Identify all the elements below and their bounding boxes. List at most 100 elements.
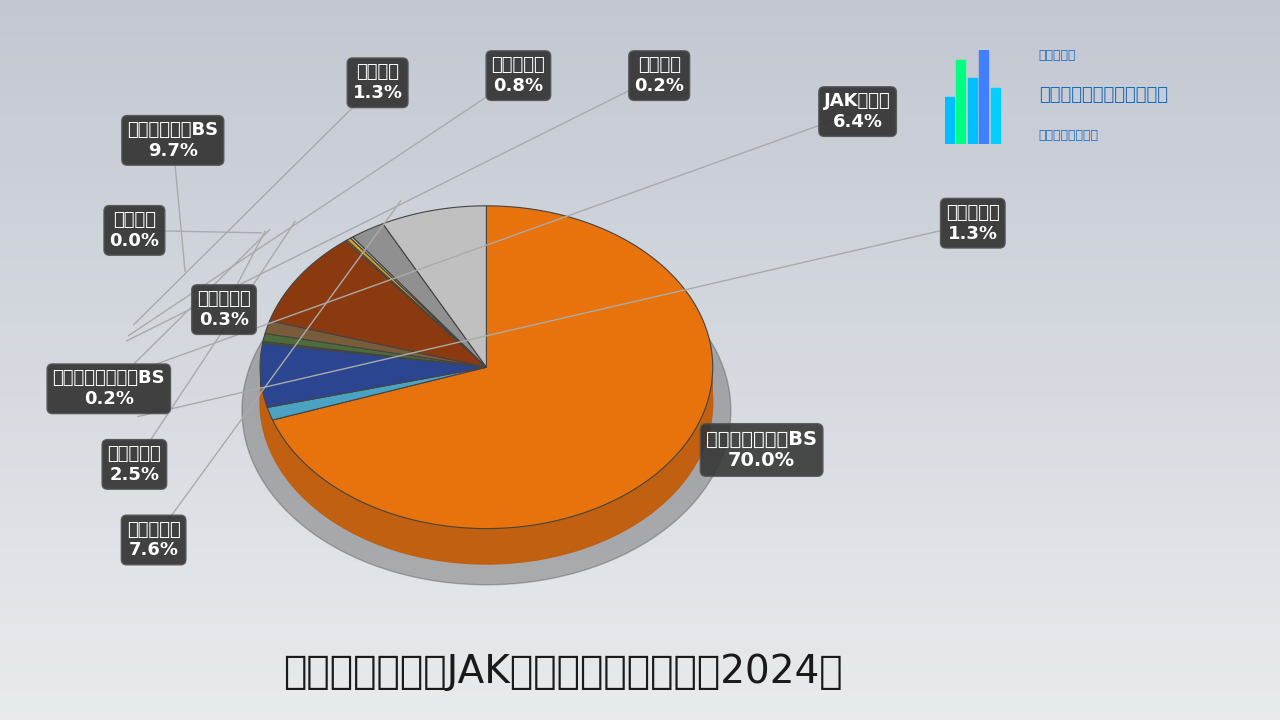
Polygon shape (273, 367, 486, 456)
Polygon shape (273, 367, 486, 456)
Bar (0, 526, 1280, 533)
Bar (0, 7, 1280, 14)
Polygon shape (346, 240, 486, 367)
Bar (0, 468, 1280, 475)
Text: レミケード
0.3%: レミケード 0.3% (197, 290, 251, 329)
Text: JAK阻害薬
6.4%: JAK阻害薬 6.4% (824, 92, 891, 131)
Bar (945, 97, 954, 144)
Bar (0, 410, 1280, 418)
Bar (0, 353, 1280, 360)
Bar (0, 475, 1280, 482)
Bar (0, 490, 1280, 497)
Bar (0, 122, 1280, 130)
Bar (979, 50, 988, 144)
Bar (0, 382, 1280, 389)
Bar (0, 641, 1280, 648)
Bar (0, 619, 1280, 626)
Bar (0, 698, 1280, 706)
Bar (0, 533, 1280, 540)
Text: インフリキシマブBS
0.2%: インフリキシマブBS 0.2% (52, 369, 165, 408)
Bar (0, 583, 1280, 590)
Bar (0, 446, 1280, 454)
Polygon shape (260, 367, 268, 443)
Bar (0, 187, 1280, 194)
Bar (0, 216, 1280, 223)
Polygon shape (268, 367, 486, 443)
Bar (0, 612, 1280, 619)
Bar (0, 461, 1280, 468)
Polygon shape (353, 224, 486, 367)
Bar (0, 691, 1280, 698)
Bar (0, 634, 1280, 641)
Bar (0, 439, 1280, 446)
Bar (0, 173, 1280, 180)
Bar (991, 88, 1000, 144)
Bar (0, 180, 1280, 187)
Bar (0, 302, 1280, 310)
Bar (0, 29, 1280, 36)
Ellipse shape (260, 241, 713, 564)
Bar (0, 576, 1280, 583)
Bar (0, 655, 1280, 662)
Bar (0, 331, 1280, 338)
Bar (0, 554, 1280, 562)
Bar (0, 223, 1280, 230)
Bar (0, 324, 1280, 331)
Bar (0, 101, 1280, 108)
Polygon shape (268, 367, 486, 420)
Bar (0, 706, 1280, 713)
Bar (0, 367, 1280, 374)
Bar (0, 677, 1280, 684)
Bar (0, 72, 1280, 79)
Bar (0, 360, 1280, 367)
Ellipse shape (242, 236, 731, 585)
Bar (0, 346, 1280, 353)
Bar (0, 626, 1280, 634)
Bar (0, 713, 1280, 720)
Polygon shape (383, 206, 486, 367)
Bar (0, 259, 1280, 266)
Bar (0, 43, 1280, 50)
Bar (0, 295, 1280, 302)
Bar (0, 389, 1280, 396)
Bar (0, 252, 1280, 259)
Bar (0, 274, 1280, 281)
Text: オレンシア
2.5%: オレンシア 2.5% (108, 445, 161, 484)
Bar (0, 151, 1280, 158)
Text: アダリムマブBS
9.7%: アダリムマブBS 9.7% (127, 121, 219, 160)
Text: ケブザラ
0.2%: ケブザラ 0.2% (634, 56, 685, 95)
Bar (0, 166, 1280, 173)
Bar (0, 454, 1280, 461)
Bar (0, 403, 1280, 410)
Bar (0, 245, 1280, 252)
Bar (0, 86, 1280, 94)
Bar (0, 108, 1280, 115)
Polygon shape (268, 367, 486, 443)
Polygon shape (262, 341, 486, 367)
Text: エタネルセプトBS
70.0%: エタネルセプトBS 70.0% (707, 430, 817, 470)
Polygon shape (268, 408, 273, 456)
Text: シーズンズ: シーズンズ (1039, 48, 1076, 62)
Bar (0, 58, 1280, 65)
Bar (0, 36, 1280, 43)
Bar (0, 115, 1280, 122)
Bar (0, 317, 1280, 324)
Bar (0, 432, 1280, 439)
Bar (0, 425, 1280, 432)
Bar (0, 14, 1280, 22)
Bar (0, 605, 1280, 612)
Text: 生物学的製剤とJAK阻害薬の処方割合　2024年: 生物学的製剤とJAK阻害薬の処方割合 2024年 (283, 653, 844, 691)
Bar (0, 130, 1280, 137)
Bar (0, 504, 1280, 511)
Bar (0, 79, 1280, 86)
Text: エンブレル
1.3%: エンブレル 1.3% (946, 204, 1000, 243)
Bar (956, 60, 965, 144)
Bar (0, 511, 1280, 518)
Bar (0, 518, 1280, 526)
Polygon shape (347, 238, 486, 367)
Bar (0, 598, 1280, 605)
Bar (0, 396, 1280, 403)
Polygon shape (270, 241, 486, 367)
Bar (0, 266, 1280, 274)
Polygon shape (273, 369, 713, 564)
